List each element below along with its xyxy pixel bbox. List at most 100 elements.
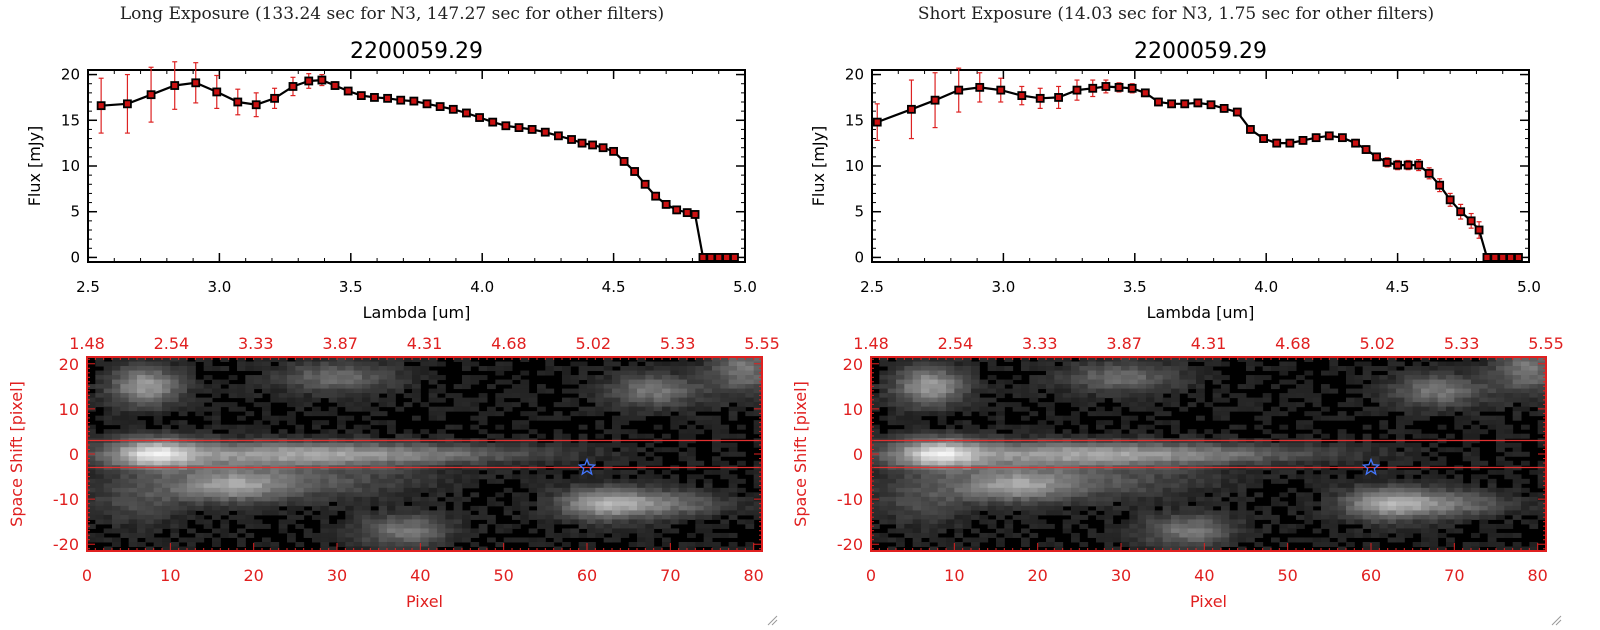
- image-pixel: [1371, 411, 1380, 417]
- image-pixel: [603, 514, 613, 520]
- image-pixel: [545, 415, 555, 421]
- image-pixel: [187, 537, 196, 543]
- image-pixel: [395, 505, 405, 511]
- image-pixel: [653, 379, 663, 385]
- image-pixel: [578, 442, 588, 448]
- image-pixel: [453, 501, 463, 507]
- image-pixel: [237, 474, 246, 480]
- image-pixel: [203, 474, 213, 480]
- image-pixel: [387, 366, 396, 372]
- image-pixel: [303, 370, 313, 376]
- resize-grip-icon[interactable]: [766, 614, 778, 626]
- image-pixel: [395, 501, 405, 507]
- image-pixel: [245, 397, 255, 403]
- image-pixel: [187, 496, 196, 502]
- image-pixel: [170, 361, 180, 367]
- image-pixel: [1062, 393, 1072, 399]
- image-pixel: [587, 492, 596, 498]
- image-pixel: [428, 487, 438, 493]
- image-pixel: [1129, 357, 1139, 363]
- image-pixel: [703, 523, 713, 529]
- image-pixel: [237, 460, 246, 466]
- image-pixel: [1046, 402, 1055, 408]
- image-pixel: [187, 388, 196, 394]
- image-pixel: [1429, 433, 1439, 439]
- image-pixel: [896, 397, 905, 403]
- image-pixel: [470, 361, 480, 367]
- image-pixel: [320, 546, 330, 552]
- image-pixel: [887, 460, 897, 466]
- image-pixel: [1429, 370, 1439, 376]
- image-pixel: [929, 433, 939, 439]
- image-pixel: [137, 402, 146, 408]
- image-pixel: [703, 514, 713, 520]
- image-pixel: [295, 357, 305, 363]
- image-pixel: [353, 424, 363, 430]
- image-pixel: [1221, 406, 1230, 412]
- image-pixel: [1471, 415, 1480, 421]
- image-pixel: [720, 451, 730, 457]
- image-pixel: [1121, 379, 1130, 385]
- image-pixel: [1112, 460, 1122, 466]
- image-pixel: [1421, 379, 1430, 385]
- image-pixel: [1512, 357, 1522, 363]
- image-pixel: [137, 474, 146, 480]
- image-pixel: [153, 402, 163, 408]
- image-pixel: [170, 429, 180, 435]
- image-pixel: [1096, 379, 1105, 385]
- image-pixel: [137, 411, 146, 417]
- image-pixel: [478, 510, 488, 516]
- image-pixel: [695, 501, 705, 507]
- image-pixel: [737, 501, 746, 507]
- image-pixel: [287, 487, 296, 493]
- image-pixel: [1212, 433, 1222, 439]
- image-pixel: [1529, 397, 1539, 403]
- image-pixel: [153, 541, 163, 547]
- image-pixel: [687, 514, 696, 520]
- image-pixel: [553, 366, 563, 372]
- image-pixel: [295, 375, 305, 381]
- image-pixel: [545, 510, 555, 516]
- image-pixel: [753, 514, 763, 520]
- image-pixel: [570, 379, 580, 385]
- image-pixel: [345, 388, 355, 394]
- image-pixel: [178, 519, 188, 525]
- image-pixel: [537, 447, 546, 453]
- image-pixel: [170, 483, 180, 489]
- image-pixel: [937, 406, 947, 412]
- image-pixel: [1046, 384, 1055, 390]
- image-pixel: [603, 510, 613, 516]
- image-pixel: [237, 483, 246, 489]
- image-pixel: [896, 393, 905, 399]
- image-pixel: [1196, 442, 1205, 448]
- image-pixel: [720, 370, 730, 376]
- image-pixel: [170, 460, 180, 466]
- image-pixel: [678, 384, 688, 390]
- image-pixel: [253, 492, 263, 498]
- image-pixel: [137, 505, 146, 511]
- image-pixel: [328, 537, 338, 543]
- image-pixel: [620, 420, 630, 426]
- image-pixel: [187, 361, 196, 367]
- image-pixel: [362, 510, 371, 516]
- image-pixel: [403, 541, 413, 547]
- image-pixel: [312, 361, 321, 367]
- image-pixel: [153, 415, 163, 421]
- image-pixel: [420, 402, 430, 408]
- image-pixel: [387, 456, 396, 462]
- image-pixel: [153, 483, 163, 489]
- image-pixel: [128, 415, 138, 421]
- image-pixel: [445, 456, 455, 462]
- image-pixel: [378, 519, 388, 525]
- image-pixel: [353, 492, 363, 498]
- image-pixel: [1454, 397, 1464, 403]
- image-pixel: [1071, 379, 1080, 385]
- image-pixel: [670, 483, 680, 489]
- image-pixel: [1154, 366, 1164, 372]
- image-pixel: [1121, 366, 1130, 372]
- image-pixel: [170, 442, 180, 448]
- image-pixel: [170, 505, 180, 511]
- image-pixel: [904, 433, 914, 439]
- image-pixel: [420, 496, 430, 502]
- image-pixel: [737, 460, 746, 466]
